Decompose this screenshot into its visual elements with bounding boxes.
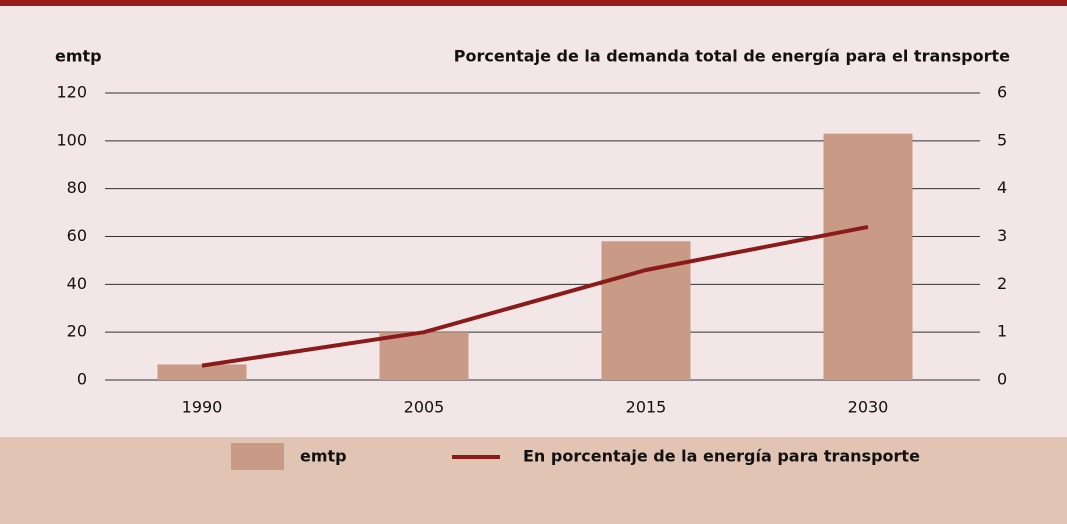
y-tick-label: 0 (77, 370, 87, 389)
y2-axis-label: Porcentaje de la demanda total de energí… (454, 47, 1010, 66)
x-tick-label: 1990 (182, 398, 223, 417)
x-tick-label: 2030 (848, 398, 889, 417)
top-band (0, 0, 1067, 6)
y-tick-label: 60 (67, 226, 87, 245)
y2-tick-label: 0 (997, 370, 1007, 389)
line (201, 224, 869, 368)
y2-tick-label: 1 (997, 322, 1007, 341)
y2-tick-label: 5 (997, 130, 1007, 149)
y-tick-label: 120 (56, 83, 87, 102)
legend-background (0, 437, 1067, 524)
bar (379, 332, 469, 380)
bar (823, 133, 913, 380)
bar (157, 364, 247, 380)
y2-tick-label: 3 (997, 226, 1007, 245)
y-axis-label: emtp (55, 47, 102, 66)
x-tick-label: 2005 (404, 398, 445, 417)
y-tick-label: 20 (67, 322, 87, 341)
y2-tick-label: 6 (997, 83, 1007, 102)
y-tick-label: 100 (56, 130, 87, 149)
x-tick-label: 2015 (626, 398, 667, 417)
legend-label: En porcentaje de la energía para transpo… (523, 447, 920, 466)
y2-tick-label: 4 (997, 178, 1007, 197)
legend-label: emtp (300, 447, 347, 466)
y-tick-label: 40 (67, 274, 87, 293)
y-tick-label: 80 (67, 178, 87, 197)
legend-swatch (231, 443, 284, 470)
y2-tick-label: 2 (997, 274, 1007, 293)
